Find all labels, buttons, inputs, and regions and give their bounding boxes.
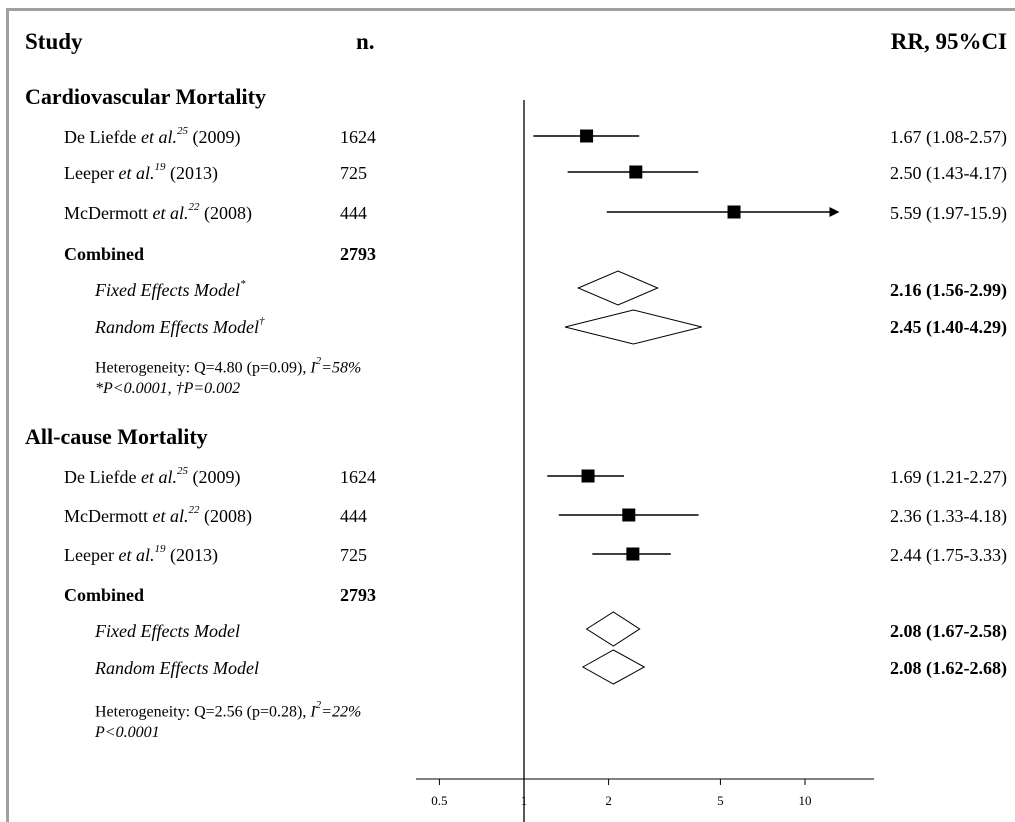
study-rr-label: 2.50 (1.43-4.17) (890, 163, 1007, 183)
pvalue-text: *P<0.0001, †P=0.002 (95, 380, 241, 397)
study-rr-label: 2.36 (1.33-4.18) (890, 506, 1007, 526)
figure-frame (6, 8, 1015, 822)
pooled-diamond (581, 649, 646, 685)
study-label: Leeper et al.19 (2013) (64, 161, 218, 183)
point-estimate (581, 469, 595, 483)
x-tick-label: 5 (717, 793, 724, 808)
pooled-diamond (585, 611, 641, 647)
combined-label: Combined (64, 244, 145, 264)
study-n: 1624 (340, 467, 376, 487)
study-rr-label: 1.69 (1.21-2.27) (890, 467, 1007, 487)
header-n: n. (356, 29, 375, 54)
study-label: Leeper et al.19 (2013) (64, 543, 218, 565)
model-label: Random Effects Model (95, 658, 259, 678)
ci-arrow (829, 207, 840, 217)
pooled-diamond (564, 309, 702, 345)
study-label: McDermott et al.22 (2008) (64, 201, 252, 223)
model-label: Fixed Effects Model (95, 621, 240, 641)
study-label: De Liefde et al.25 (2009) (64, 465, 241, 487)
study-rr-label: 1.67 (1.08-2.57) (890, 127, 1007, 147)
x-tick-label: 1 (521, 793, 528, 808)
combined-n: 2793 (340, 585, 376, 605)
model-rr-label: 2.08 (1.67-2.58) (890, 621, 1007, 641)
header-study: Study (25, 29, 83, 54)
study-label: McDermott et al.22 (2008) (64, 504, 252, 526)
study-rr-label: 5.59 (1.97-15.9) (890, 203, 1007, 223)
heterogeneity-text: Heterogeneity: Q=4.80 (p=0.09), I2=58% (95, 355, 362, 377)
study-label: De Liefde et al.25 (2009) (64, 125, 241, 147)
point-estimate (629, 165, 643, 179)
study-n: 444 (340, 506, 367, 526)
model-rr-label: 2.16 (1.56-2.99) (890, 280, 1007, 300)
section-title: All-cause Mortality (25, 424, 208, 449)
x-tick-label: 10 (799, 793, 812, 808)
study-n: 725 (340, 545, 367, 565)
header-rr: RR, 95%CI (890, 29, 1007, 54)
heterogeneity-text: Heterogeneity: Q=2.56 (p=0.28), I2=22% (95, 699, 362, 721)
combined-label: Combined (64, 585, 145, 605)
model-label: Random Effects Model† (95, 315, 265, 337)
pvalue-text: P<0.0001 (95, 724, 160, 741)
study-n: 444 (340, 203, 367, 223)
section-title: Cardiovascular Mortality (25, 84, 266, 109)
model-rr-label: 2.45 (1.40-4.29) (890, 317, 1007, 337)
point-estimate (626, 547, 640, 561)
pooled-diamond (576, 270, 659, 306)
model-rr-label: 2.08 (1.62-2.68) (890, 658, 1007, 678)
point-estimate (580, 129, 594, 143)
x-tick-label: 0.5 (431, 793, 447, 808)
x-tick-label: 2 (605, 793, 612, 808)
study-n: 1624 (340, 127, 376, 147)
model-label: Fixed Effects Model* (95, 278, 246, 300)
study-n: 725 (340, 163, 367, 183)
study-rr-label: 2.44 (1.75-3.33) (890, 545, 1007, 565)
combined-n: 2793 (340, 244, 376, 264)
point-estimate (727, 205, 741, 219)
point-estimate (622, 508, 636, 522)
